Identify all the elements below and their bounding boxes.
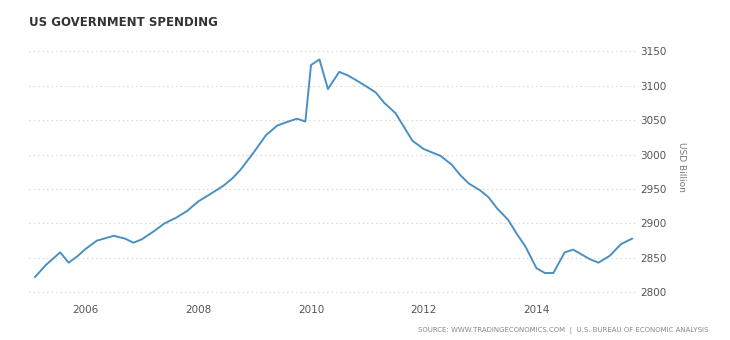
Text: SOURCE: WWW.TRADINGECONOMICS.COM  |  U.S. BUREAU OF ECONOMIC ANALYSIS: SOURCE: WWW.TRADINGECONOMICS.COM | U.S. …: [418, 327, 708, 334]
Text: US GOVERNMENT SPENDING: US GOVERNMENT SPENDING: [29, 16, 218, 29]
Y-axis label: USD Billion: USD Billion: [677, 142, 686, 191]
